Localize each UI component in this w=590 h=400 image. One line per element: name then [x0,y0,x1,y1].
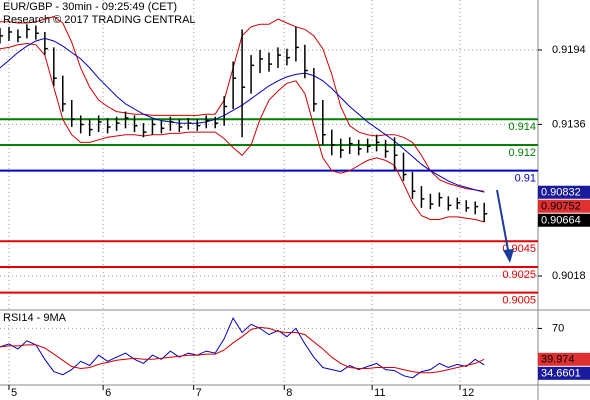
y-tick-label: 0.9136 [552,118,586,130]
x-tick-label: 6 [105,387,111,399]
level-label: 0.912 [508,147,536,159]
price-marker-label: 39.974 [541,354,575,366]
x-tick-label: 5 [11,387,17,399]
y-tick-label: 0.9018 [552,270,586,282]
price-marker-label: 0.90752 [541,201,581,213]
price-marker [538,199,590,213]
level-label: 0.9005 [502,295,536,307]
x-tick-label: 7 [196,387,202,399]
price-marker-label: 0.90664 [541,215,581,227]
price-marker-label: 0.90832 [541,187,581,199]
forecast-arrow [496,189,509,251]
price-marker-label: 34.6601 [541,368,581,380]
indicator-line [0,326,485,374]
x-tick-label: 12 [462,387,474,399]
chart-title: EUR/GBP - 30min - 09:25:49 (CET) [3,1,177,13]
level-label: 0.9025 [502,269,536,281]
price-marker [538,213,590,227]
level-label: 0.91 [515,173,536,185]
panel-title: RSI14 - 9MA [3,312,67,324]
forecast-arrowhead [503,249,514,263]
chart-subtitle: Research © 2017 TRADING CENTRAL [3,14,196,26]
indicator-line [0,317,485,379]
x-tick-label: 11 [374,387,385,399]
y-tick-label: 70 [552,322,564,334]
price-marker [538,185,590,199]
price-marker [538,352,590,366]
x-tick-label: 8 [286,387,292,399]
level-label: 0.914 [508,121,536,133]
bollinger-band [0,42,485,223]
price-marker [538,366,590,380]
y-tick-label: 0.9194 [552,44,586,56]
